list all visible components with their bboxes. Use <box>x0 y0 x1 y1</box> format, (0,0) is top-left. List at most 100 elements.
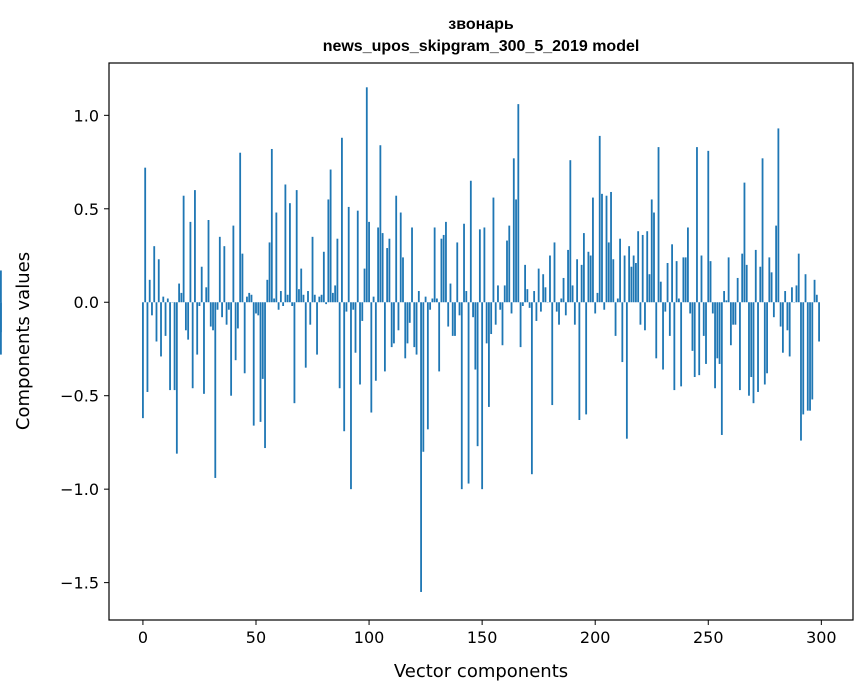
bar-213 <box>623 255 626 303</box>
bar-undefined <box>0 270 2 303</box>
bar-255 <box>718 302 721 364</box>
bar-171 <box>528 302 531 308</box>
plot-area-frame <box>108 62 854 621</box>
bar-152 <box>485 302 488 344</box>
bar-48 <box>250 294 253 303</box>
bar-37 <box>225 302 228 325</box>
bar-159 <box>501 302 504 346</box>
bar-18 <box>182 195 185 303</box>
x-tick-label: 100 <box>354 628 385 647</box>
bar-245 <box>696 147 698 303</box>
bar-107 <box>383 302 386 372</box>
bar-15 <box>175 302 178 454</box>
bar-268 <box>748 302 750 396</box>
bar-294 <box>806 302 809 411</box>
bar-142 <box>463 223 465 303</box>
bar-147 <box>474 302 477 370</box>
x-tick-label: 300 <box>806 628 837 647</box>
bar-47 <box>248 292 251 303</box>
bar-289 <box>795 285 798 303</box>
bar-4 <box>151 302 153 316</box>
bar-275 <box>763 302 766 385</box>
bar-259 <box>727 257 730 303</box>
bar-157 <box>497 285 499 303</box>
bar-197 <box>587 251 590 303</box>
bar-225 <box>650 199 653 303</box>
bar-114 <box>399 212 402 303</box>
bar-241 <box>687 227 689 303</box>
bar-20 <box>187 302 190 340</box>
bar-256 <box>720 302 723 435</box>
y-tick-label: −1.5 <box>60 574 99 593</box>
bar-293 <box>804 274 807 303</box>
bar-141 <box>460 302 463 490</box>
bar-297 <box>813 279 816 303</box>
bar-145 <box>469 180 472 303</box>
bar-282 <box>779 302 782 327</box>
bar-95 <box>356 210 359 303</box>
bar-192 <box>576 259 579 303</box>
bar-233 <box>668 302 671 336</box>
bar-93 <box>352 302 355 310</box>
bar-22 <box>191 302 194 389</box>
bar-271 <box>754 249 757 303</box>
bar-143 <box>465 291 468 303</box>
bar-172 <box>530 302 533 475</box>
bar-146 <box>472 302 474 318</box>
bar-204 <box>603 302 606 310</box>
bar-230 <box>662 302 664 370</box>
bar-267 <box>745 264 748 303</box>
bar-56 <box>268 242 271 303</box>
bar-164 <box>512 158 515 303</box>
bar-201 <box>596 292 599 303</box>
bar-86 <box>336 238 339 303</box>
bar-190 <box>571 285 574 303</box>
y-axis-label: Components values <box>13 252 34 430</box>
bar-103 <box>374 302 377 381</box>
bar-180 <box>549 255 551 303</box>
bar-281 <box>777 128 780 303</box>
bar-244 <box>693 302 696 378</box>
bar-136 <box>449 283 452 303</box>
bar-234 <box>671 244 673 303</box>
bar-44 <box>241 253 244 303</box>
bar-67 <box>293 302 296 404</box>
bar-165 <box>515 199 517 303</box>
bar-261 <box>732 302 735 325</box>
bar-125 <box>424 296 427 303</box>
bar-161 <box>506 240 508 303</box>
chart-title-line-1: звонарь <box>448 16 514 33</box>
bar-273 <box>759 266 762 303</box>
bar-65 <box>289 203 291 303</box>
bar-177 <box>542 274 545 303</box>
bar-36 <box>223 246 226 303</box>
bar-228 <box>657 147 660 303</box>
bar-64 <box>286 294 289 303</box>
bar-113 <box>397 302 400 331</box>
bar-8 <box>160 302 162 357</box>
bar-10 <box>164 302 167 336</box>
bar-11 <box>166 298 169 303</box>
bar-19 <box>184 302 187 331</box>
bar-74 <box>309 302 312 325</box>
bar-129 <box>433 227 436 303</box>
bar-34 <box>218 236 221 303</box>
bar-39 <box>230 302 233 396</box>
bar-169 <box>524 264 526 303</box>
bar-163 <box>510 302 513 314</box>
bar-216 <box>630 266 633 303</box>
bar-110 <box>390 302 393 348</box>
bar-66 <box>291 302 294 306</box>
bar-193 <box>578 302 581 421</box>
bar-80 <box>322 251 325 303</box>
bar-258 <box>725 300 728 303</box>
bar-59 <box>275 212 278 303</box>
bar-199 <box>592 197 594 303</box>
bar-184 <box>558 302 560 325</box>
bar-183 <box>555 302 558 312</box>
bar-221 <box>641 234 644 303</box>
x-axis-label: Vector components <box>394 661 568 682</box>
bar-undefined <box>0 302 2 333</box>
bar-78 <box>318 296 321 303</box>
